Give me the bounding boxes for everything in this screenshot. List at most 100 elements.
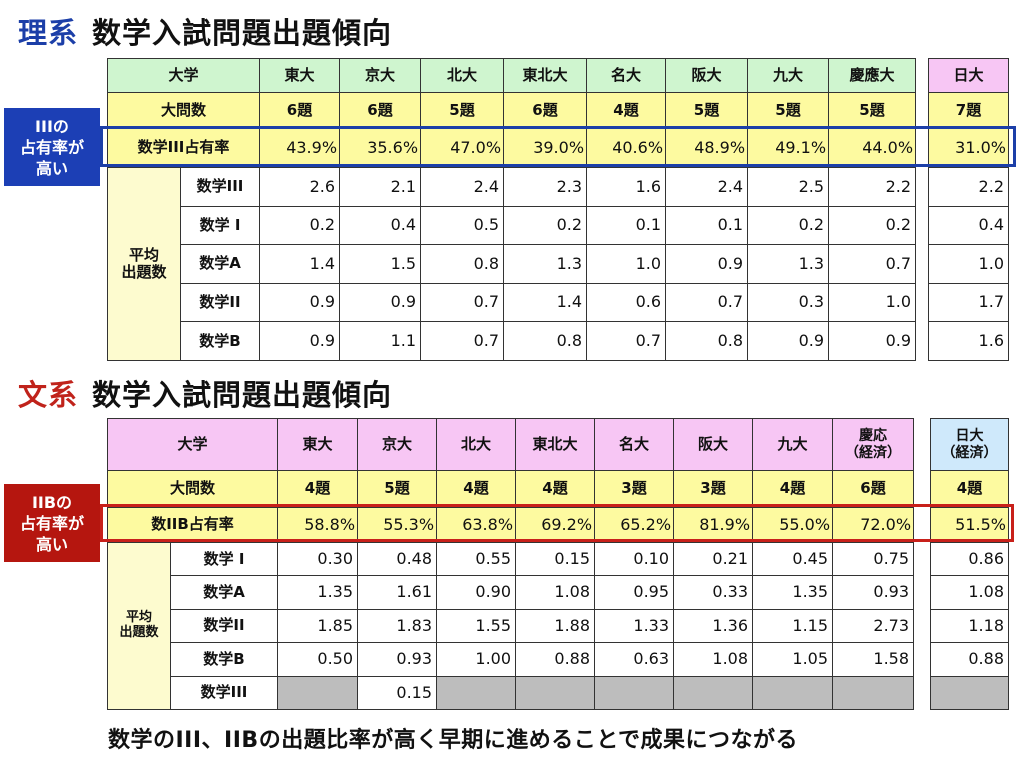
questions-cell: 4題 [515, 470, 596, 508]
university-header: 東北大 [515, 418, 596, 471]
questions-cell: 6題 [339, 92, 422, 129]
rikei-nichidai-table: 日大 7題 31.0% 2.2 0.4 1.0 1.7 1.6 [928, 58, 1009, 361]
value-cell: 1.0 [586, 244, 667, 284]
questions-cell: 5題 [420, 92, 505, 129]
value-cell-na [594, 675, 675, 710]
table-row: 数学A 1.4 1.5 0.8 1.3 1.0 0.9 1.3 0.7 [108, 244, 917, 284]
callout-line: 高い [35, 534, 68, 554]
value-cell: 0.15 [357, 675, 438, 710]
subject-label: 数学A [179, 244, 261, 284]
share-label: 数IIB占有率 [106, 507, 279, 543]
questions-cell: 5題 [747, 92, 830, 129]
value-cell: 0.2 [828, 205, 917, 246]
university-header: 京大 [357, 418, 438, 471]
subject-label: 数学 I [179, 205, 261, 246]
questions-cell: 5題 [357, 470, 438, 508]
rikei-table: 大学 東大 京大 北大 東北大 名大 阪大 九大 慶應大 大問数 6題 6題 5… [106, 58, 917, 361]
value-cell-na [752, 675, 834, 710]
value-cell: 0.1 [665, 205, 749, 246]
university-header: 九大 [747, 58, 830, 93]
bunkei-share-row: 数IIB占有率 58.8% 55.3% 63.8% 69.2% 65.2% 81… [106, 507, 915, 543]
bunkei-questions-row: 大問数 4題 5題 4題 4題 3題 3題 4題 6題 [106, 470, 915, 508]
value-cell-na [436, 675, 517, 710]
share-cell: 55.0% [752, 507, 834, 543]
share-cell: 72.0% [832, 507, 915, 543]
bunkei-callout: IIBの 占有率が 高い [4, 484, 100, 562]
value-cell: 1.00 [436, 642, 517, 677]
value-cell: 0.33 [673, 575, 754, 610]
value-cell: 0.6 [586, 282, 667, 323]
value-cell: 0.9 [747, 321, 830, 361]
value-cell: 2.73 [832, 608, 915, 644]
questions-cell: 5題 [828, 92, 917, 129]
subject-label: 数学II [179, 282, 261, 323]
value-cell: 1.15 [752, 608, 834, 644]
callout-line: IIBの [31, 492, 73, 512]
value-cell: 0.90 [436, 575, 517, 610]
rikei-title-tag: 理系 [18, 16, 79, 50]
questions-cell: 6題 [259, 92, 341, 129]
callout-line: 占有率が [19, 137, 84, 157]
value-cell: 0.2 [259, 205, 341, 246]
value-cell: 1.08 [930, 575, 1009, 610]
value-cell: 0.93 [357, 642, 438, 677]
table-row: 数学 I 0.2 0.4 0.5 0.2 0.1 0.1 0.2 0.2 [108, 205, 917, 246]
value-cell: 0.63 [594, 642, 675, 677]
value-cell: 0.88 [930, 642, 1009, 677]
value-cell: 1.3 [747, 244, 830, 284]
university-header: 名大 [594, 418, 675, 471]
value-cell: 2.2 [828, 167, 917, 207]
questions-cell: 4題 [277, 470, 359, 508]
value-cell: 1.55 [436, 608, 517, 644]
value-cell: 0.7 [828, 244, 917, 284]
table-row: 数学B 0.50 0.93 1.00 0.88 0.63 1.08 1.05 1… [108, 642, 915, 677]
nichidai-header: 日大 （経済） [930, 418, 1009, 471]
value-cell: 1.36 [673, 608, 754, 644]
value-cell-na [515, 675, 596, 710]
nichidai-questions: 7題 [928, 92, 1009, 129]
value-cell: 1.83 [357, 608, 438, 644]
subject-label: 数学B [179, 321, 261, 361]
share-cell: 35.6% [339, 128, 422, 168]
header-label: 大学 [106, 418, 279, 471]
callout-line: 占有率が [19, 513, 84, 533]
value-cell: 1.7 [928, 282, 1009, 323]
value-cell: 0.9 [828, 321, 917, 361]
callout-line: 高い [35, 158, 68, 178]
subject-label: 数学III [169, 675, 279, 710]
share-cell: 40.6% [586, 128, 667, 168]
value-cell: 0.75 [832, 541, 915, 577]
value-cell-na [832, 675, 915, 710]
value-cell: 0.93 [832, 575, 915, 610]
value-cell: 1.18 [930, 608, 1009, 644]
rikei-callout: IIIの 占有率が 高い [4, 108, 100, 186]
share-cell: 48.9% [665, 128, 749, 168]
share-cell: 55.3% [357, 507, 438, 543]
share-cell: 43.9% [259, 128, 341, 168]
value-cell: 0.7 [665, 282, 749, 323]
bunkei-title-tag: 文系 [18, 378, 79, 412]
value-cell: 0.3 [747, 282, 830, 323]
bunkei-nichidai-table: 日大 （経済） 4題 51.5% 0.86 1.08 1.18 0.88 [930, 418, 1009, 710]
bunkei-table: 大学 東大 京大 北大 東北大 名大 阪大 九大 慶応 （経済） 大問数 4題 … [106, 418, 915, 710]
value-cell: 0.30 [277, 541, 359, 577]
share-cell: 39.0% [503, 128, 588, 168]
value-cell: 0.9 [259, 321, 341, 361]
value-cell-na [673, 675, 754, 710]
university-header: 阪大 [665, 58, 749, 93]
share-cell: 49.1% [747, 128, 830, 168]
value-cell: 0.7 [420, 282, 505, 323]
value-cell: 0.86 [930, 541, 1009, 577]
value-cell: 2.3 [503, 167, 588, 207]
value-cell: 1.0 [928, 244, 1009, 284]
value-cell: 0.9 [665, 244, 749, 284]
table-row: 数学III 0.15 [108, 675, 915, 710]
questions-cell: 3題 [673, 470, 754, 508]
value-cell: 0.50 [277, 642, 359, 677]
share-cell: 81.9% [673, 507, 754, 543]
value-cell: 1.88 [515, 608, 596, 644]
value-cell: 1.61 [357, 575, 438, 610]
value-cell: 2.6 [259, 167, 341, 207]
table-row: 平均 出題数 数学III 2.6 2.1 2.4 2.3 1.6 2.4 2.5… [107, 167, 917, 361]
share-cell: 47.0% [420, 128, 505, 168]
